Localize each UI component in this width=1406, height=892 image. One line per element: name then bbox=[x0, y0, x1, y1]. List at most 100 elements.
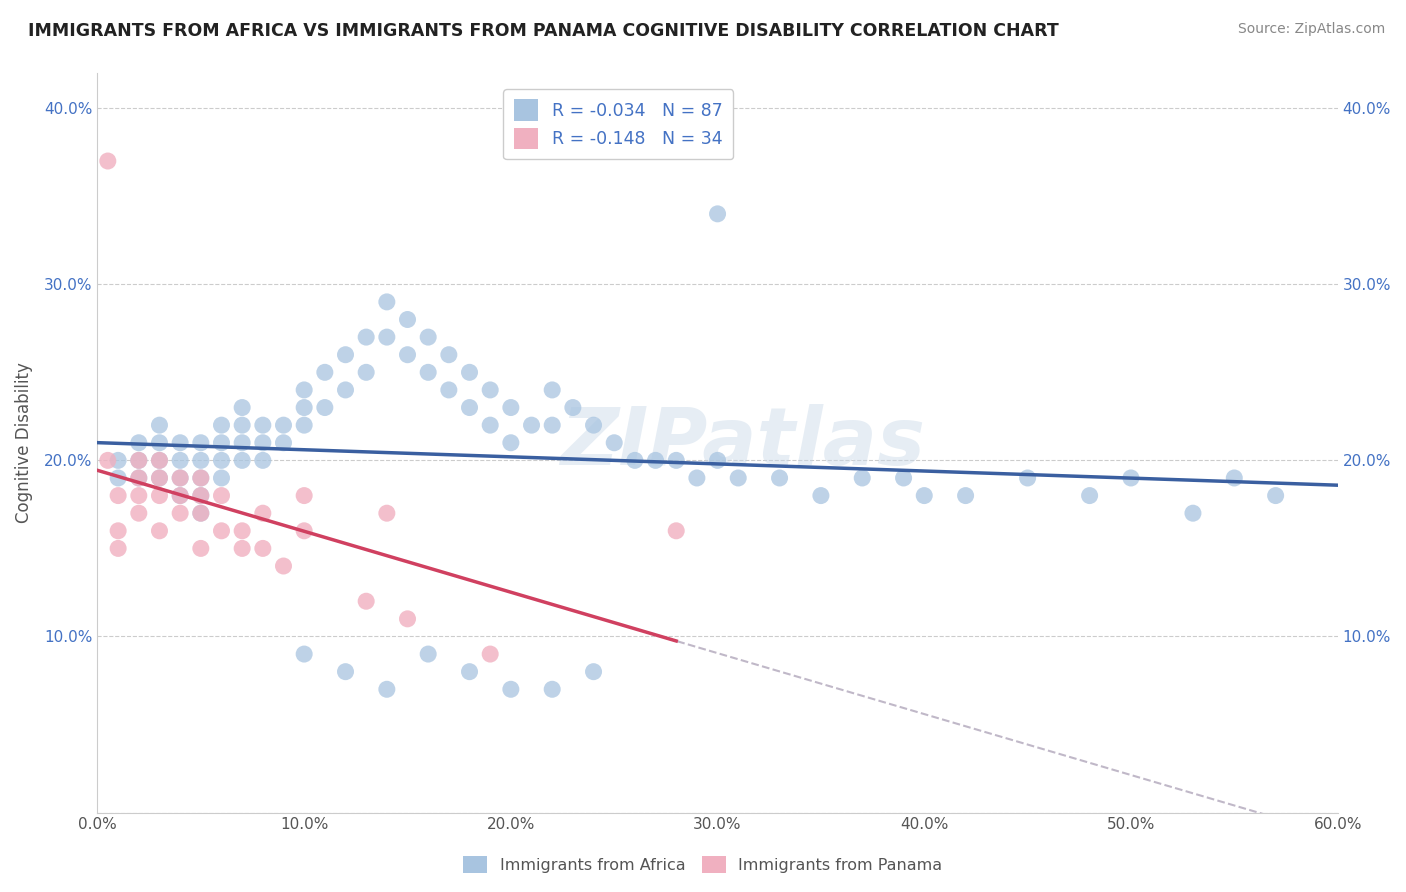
Point bbox=[128, 453, 150, 467]
Point bbox=[107, 524, 129, 538]
Point bbox=[148, 489, 170, 503]
Point bbox=[211, 418, 233, 433]
Point bbox=[273, 435, 295, 450]
Point bbox=[499, 435, 522, 450]
Point bbox=[335, 348, 357, 362]
Point bbox=[169, 453, 191, 467]
Point bbox=[190, 453, 212, 467]
Point bbox=[335, 383, 357, 397]
Point bbox=[1223, 471, 1246, 485]
Point bbox=[128, 489, 150, 503]
Y-axis label: Cognitive Disability: Cognitive Disability bbox=[15, 362, 32, 524]
Point bbox=[252, 541, 274, 556]
Point bbox=[107, 489, 129, 503]
Point bbox=[107, 471, 129, 485]
Point bbox=[148, 453, 170, 467]
Point bbox=[190, 506, 212, 520]
Point bbox=[314, 401, 336, 415]
Point bbox=[354, 365, 377, 379]
Point bbox=[292, 383, 315, 397]
Point bbox=[458, 665, 481, 679]
Point bbox=[375, 682, 398, 697]
Point bbox=[335, 665, 357, 679]
Point bbox=[851, 471, 873, 485]
Point bbox=[128, 453, 150, 467]
Point bbox=[1078, 489, 1101, 503]
Point bbox=[582, 418, 605, 433]
Point bbox=[231, 418, 253, 433]
Point bbox=[479, 383, 502, 397]
Point bbox=[893, 471, 915, 485]
Point bbox=[479, 418, 502, 433]
Point bbox=[437, 348, 460, 362]
Point bbox=[1264, 489, 1286, 503]
Point bbox=[292, 489, 315, 503]
Point bbox=[437, 383, 460, 397]
Point bbox=[314, 365, 336, 379]
Point bbox=[169, 471, 191, 485]
Point bbox=[148, 453, 170, 467]
Point bbox=[1181, 506, 1204, 520]
Point bbox=[190, 489, 212, 503]
Point bbox=[252, 453, 274, 467]
Point bbox=[582, 665, 605, 679]
Point bbox=[128, 506, 150, 520]
Point bbox=[541, 418, 564, 433]
Point bbox=[686, 471, 709, 485]
Point bbox=[231, 453, 253, 467]
Point bbox=[211, 453, 233, 467]
Point bbox=[169, 435, 191, 450]
Point bbox=[128, 435, 150, 450]
Point bbox=[169, 489, 191, 503]
Point bbox=[107, 541, 129, 556]
Point bbox=[418, 647, 440, 661]
Point bbox=[603, 435, 626, 450]
Point bbox=[211, 471, 233, 485]
Point bbox=[190, 471, 212, 485]
Point bbox=[148, 435, 170, 450]
Point bbox=[107, 453, 129, 467]
Point bbox=[418, 330, 440, 344]
Point bbox=[169, 471, 191, 485]
Point bbox=[912, 489, 935, 503]
Point bbox=[292, 524, 315, 538]
Point bbox=[375, 330, 398, 344]
Point bbox=[97, 453, 120, 467]
Point bbox=[231, 401, 253, 415]
Point bbox=[624, 453, 647, 467]
Point bbox=[520, 418, 543, 433]
Point bbox=[354, 594, 377, 608]
Point bbox=[252, 506, 274, 520]
Point bbox=[665, 524, 688, 538]
Point bbox=[97, 154, 120, 169]
Point bbox=[292, 401, 315, 415]
Point bbox=[273, 559, 295, 574]
Point bbox=[418, 365, 440, 379]
Point bbox=[396, 612, 419, 626]
Point bbox=[810, 489, 832, 503]
Point bbox=[128, 471, 150, 485]
Point bbox=[231, 541, 253, 556]
Point bbox=[1119, 471, 1142, 485]
Point bbox=[211, 524, 233, 538]
Point bbox=[499, 401, 522, 415]
Legend: Immigrants from Africa, Immigrants from Panama: Immigrants from Africa, Immigrants from … bbox=[457, 849, 949, 880]
Point bbox=[541, 383, 564, 397]
Point bbox=[252, 418, 274, 433]
Point bbox=[396, 348, 419, 362]
Point bbox=[479, 647, 502, 661]
Point bbox=[706, 453, 728, 467]
Point bbox=[190, 489, 212, 503]
Point bbox=[499, 682, 522, 697]
Point bbox=[190, 471, 212, 485]
Text: ZIPatlas: ZIPatlas bbox=[560, 404, 925, 482]
Point bbox=[375, 294, 398, 309]
Point bbox=[231, 524, 253, 538]
Point bbox=[148, 471, 170, 485]
Point bbox=[148, 418, 170, 433]
Point bbox=[190, 541, 212, 556]
Point bbox=[190, 506, 212, 520]
Point bbox=[231, 435, 253, 450]
Point bbox=[375, 506, 398, 520]
Point bbox=[955, 489, 977, 503]
